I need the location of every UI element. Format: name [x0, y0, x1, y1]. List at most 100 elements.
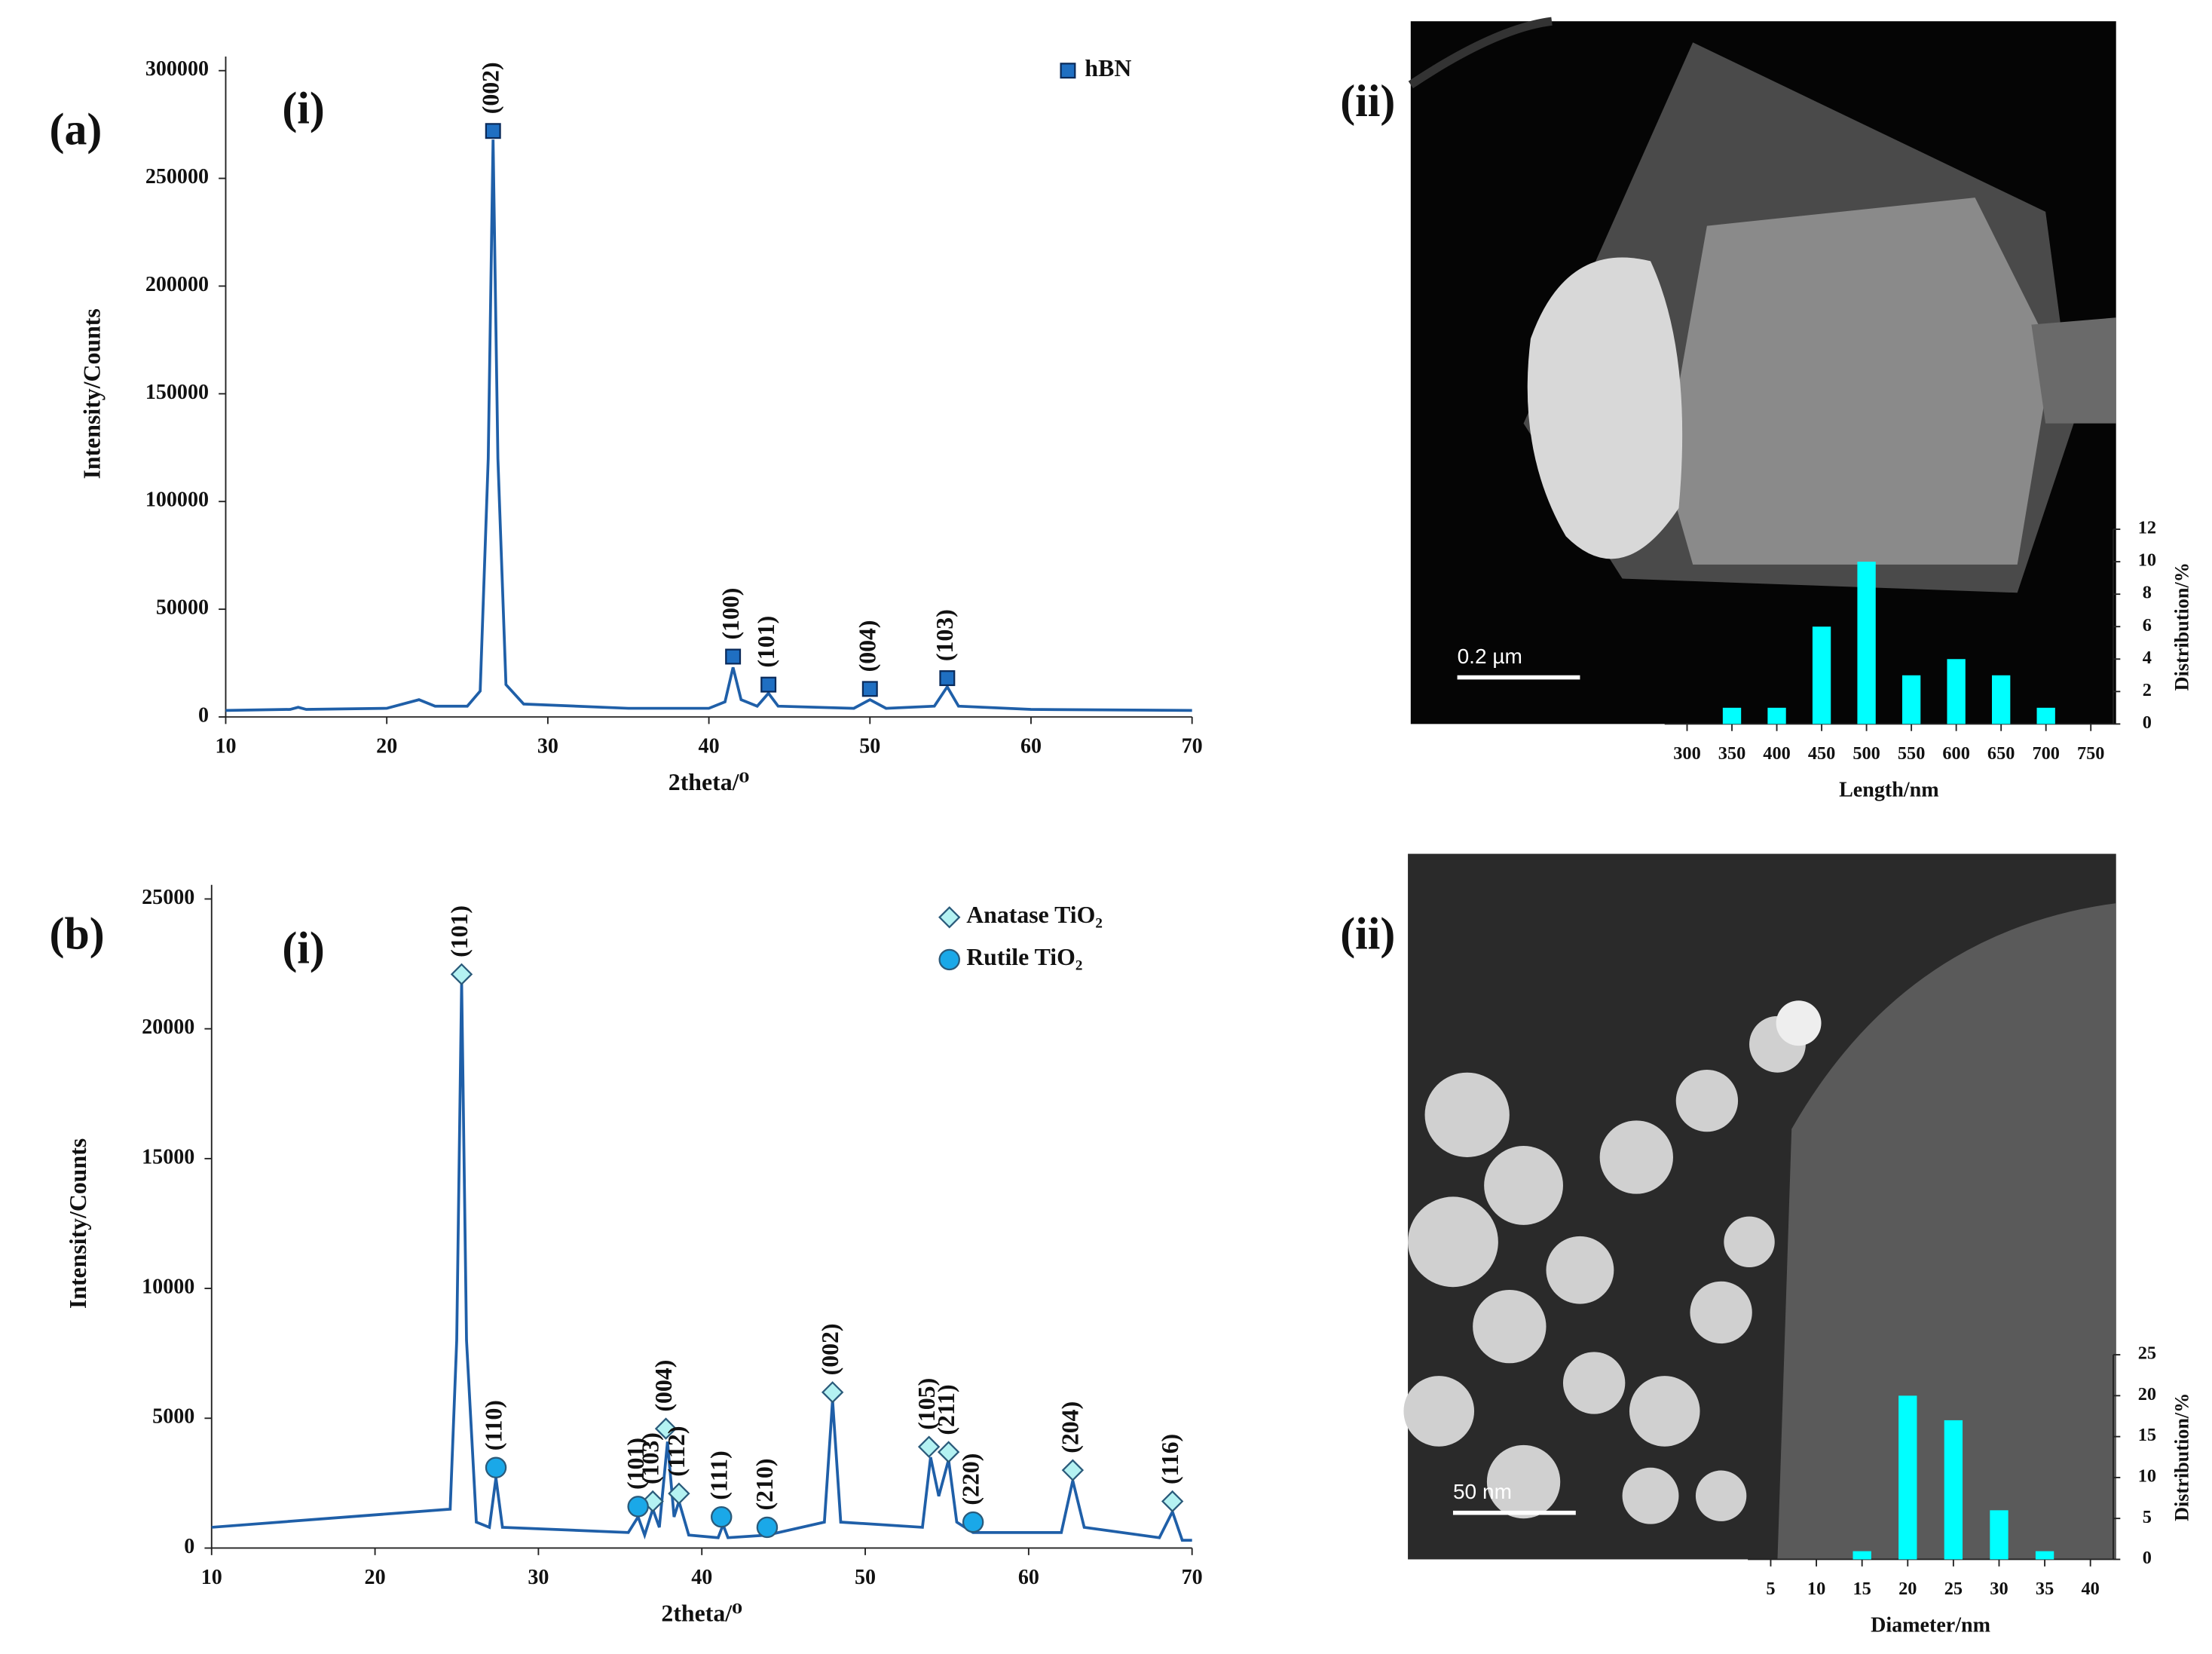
subpanel-label: (i) [282, 923, 325, 972]
marker [939, 670, 956, 687]
marker [962, 1511, 984, 1533]
y-tick-label: 15 [2138, 1425, 2156, 1445]
subpanel-label: (ii) [1340, 909, 1395, 959]
x-tick-label: 600 [1942, 743, 1970, 764]
y-tick-label: 50000 [156, 596, 209, 620]
x-tick-label: 40 [2082, 1579, 2100, 1599]
marker [821, 1381, 844, 1404]
peak-label: (112) [663, 1426, 690, 1477]
y-tick-label: 0 [2143, 712, 2152, 733]
x-tick-label: 450 [1808, 743, 1836, 764]
peak-label: (105) [913, 1378, 940, 1430]
bar [1812, 626, 1831, 724]
x-tick-label: 750 [2077, 743, 2105, 764]
peak-label: (204) [1057, 1401, 1084, 1453]
peak-label: (211) [933, 1384, 959, 1435]
marker [861, 681, 878, 697]
y-tick-label: 150000 [145, 381, 209, 404]
y-tick-label: 0 [198, 703, 209, 727]
marker [937, 1441, 960, 1463]
peak-label: (116) [1157, 1434, 1183, 1484]
tem-image-b [1403, 853, 2116, 1560]
bar [1901, 675, 1921, 724]
peak-label: (210) [751, 1459, 778, 1511]
x-tick-label: 650 [1987, 743, 2015, 764]
peak-label: (110) [480, 1400, 506, 1450]
peak-label: (100) [717, 588, 744, 640]
x-tick-label: 40 [691, 1566, 712, 1589]
x-axis-title: 2theta/⁰ [661, 1600, 742, 1627]
legend-label: Rutile TiO₂ [966, 944, 1082, 970]
peak-label: (004) [650, 1360, 677, 1412]
y-tick-label: 6 [2143, 615, 2152, 636]
x-tick-label: 300 [1673, 743, 1701, 764]
marker [485, 123, 501, 139]
x-tick-label: 40 [699, 735, 720, 758]
x-tick-label: 70 [1182, 1566, 1203, 1589]
bar [1944, 1420, 1963, 1560]
x-tick-label: 50 [855, 1566, 876, 1589]
peak-label: (111) [706, 1450, 733, 1499]
x-tick-label: 550 [1898, 743, 1926, 764]
y-tick-label: 2 [2143, 680, 2152, 700]
marker [711, 1505, 733, 1528]
peak-label: (101) [753, 616, 779, 668]
peak-label: (101) [623, 1438, 649, 1490]
x-tick-label: 35 [2036, 1579, 2054, 1599]
x-tick-label: 350 [1718, 743, 1746, 764]
y-tick-label: 8 [2143, 583, 2152, 603]
spectrum-line [225, 139, 1192, 712]
subpanel-label: (ii) [1340, 76, 1395, 126]
y-tick-label: 5 [2143, 1507, 2152, 1527]
marker [1061, 1459, 1085, 1481]
y-tick-label: 15000 [142, 1145, 194, 1169]
legend-label: Anatase TiO₂ [966, 902, 1103, 928]
bar [2035, 1551, 2054, 1560]
peak-label: (002) [817, 1323, 843, 1375]
y-axis-title: Distribution/% [2171, 562, 2193, 691]
bar [1722, 707, 1742, 724]
marker [627, 1496, 649, 1518]
x-tick-label: 10 [201, 1566, 222, 1589]
bar [1991, 675, 2011, 724]
marker [485, 1456, 507, 1478]
marker [938, 906, 961, 929]
y-tick-label: 250000 [145, 165, 209, 188]
legend-label: hBN [1085, 55, 1131, 81]
x-tick-label: 30 [1990, 1579, 2008, 1599]
peak-label: (220) [957, 1453, 984, 1505]
x-tick-label: 70 [1182, 735, 1203, 758]
x-tick-label: 700 [2032, 743, 2060, 764]
x-tick-label: 10 [1807, 1579, 1825, 1599]
bar [1857, 562, 1876, 724]
x-axis-title: Diameter/nm [1871, 1614, 1990, 1637]
tem-image-a [1408, 17, 2116, 724]
marker [725, 648, 742, 665]
y-tick-label: 10000 [142, 1276, 194, 1299]
x-tick-label: 20 [376, 735, 397, 758]
marker [668, 1482, 690, 1505]
peak-label: (002) [478, 62, 504, 114]
marker [1161, 1490, 1184, 1513]
peak-label: (004) [855, 620, 881, 672]
marker [760, 676, 777, 693]
y-tick-label: 20 [2138, 1384, 2156, 1404]
bar [1947, 659, 1966, 724]
marker [654, 1417, 678, 1440]
y-tick-label: 200000 [145, 273, 209, 296]
y-axis-title: Distribution/% [2171, 1393, 2193, 1521]
y-tick-label: 25 [2138, 1343, 2156, 1364]
bar [1990, 1510, 2009, 1560]
x-tick-label: 5 [1766, 1579, 1775, 1599]
bar [1898, 1395, 1917, 1560]
y-tick-label: 12 [2138, 518, 2156, 538]
bar [2036, 707, 2055, 724]
x-tick-label: 30 [528, 1566, 549, 1589]
y-tick-label: 0 [2143, 1548, 2152, 1568]
bar [1853, 1551, 1871, 1560]
y-tick-label: 25000 [142, 886, 194, 909]
x-tick-label: 50 [859, 735, 880, 758]
y-axis-title: Intensity/Counts [65, 1138, 91, 1309]
peak-label: (103) [932, 609, 958, 661]
